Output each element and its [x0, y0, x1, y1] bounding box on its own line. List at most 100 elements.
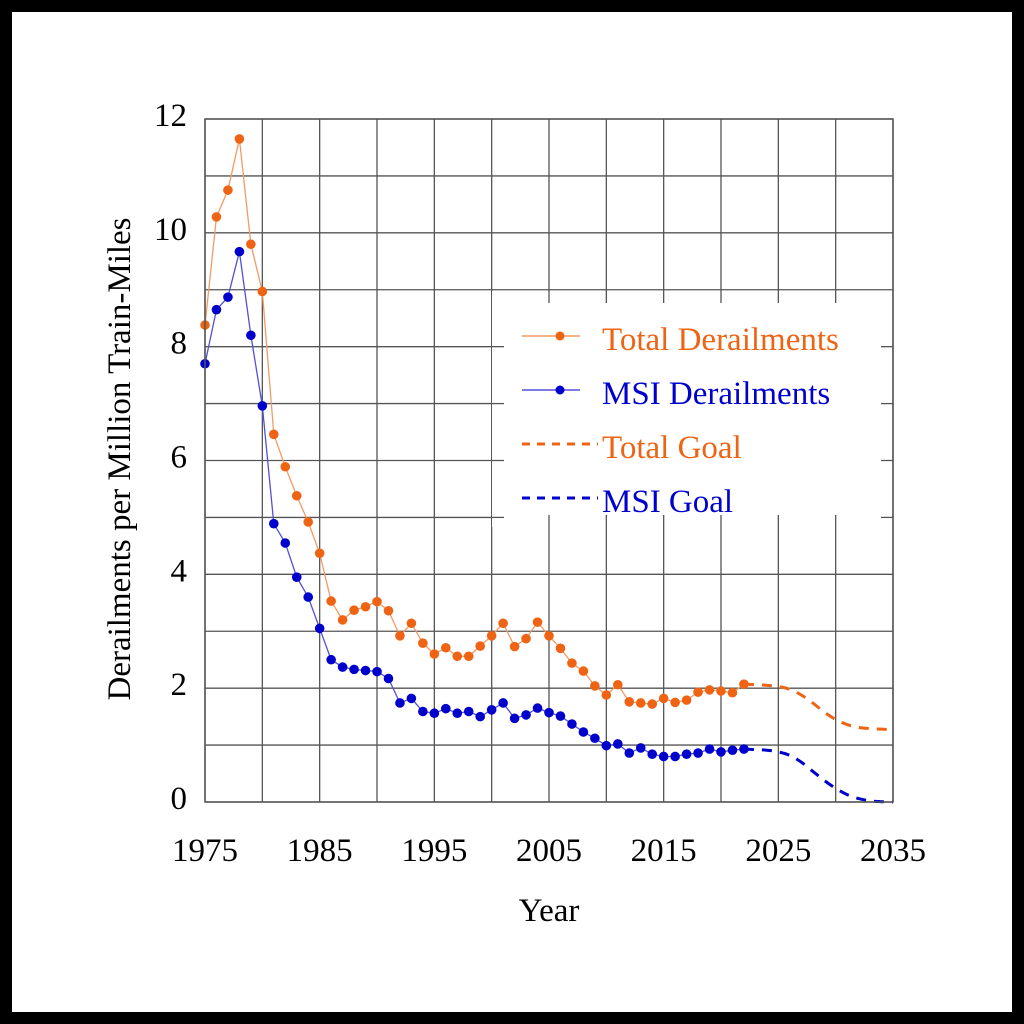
- legend-item-msi-derailments: MSI Derailments: [522, 376, 830, 412]
- data-point-total-derailments: [360, 601, 371, 612]
- data-point-msi-derailments: [291, 572, 302, 582]
- data-point-msi-derailments: [544, 707, 554, 718]
- data-point-total-derailments: [544, 631, 554, 641]
- data-point-total-derailments: [567, 658, 577, 668]
- legend-item-total-goal: Total Goal: [522, 430, 742, 466]
- y-tick-label: 4: [171, 553, 188, 589]
- data-point-total-derailments: [349, 605, 359, 615]
- data-point-msi-derailments: [463, 706, 474, 717]
- data-point-msi-derailments: [486, 704, 497, 715]
- x-tick-label: 2025: [745, 833, 811, 869]
- data-point-total-derailments: [303, 517, 314, 527]
- data-point-total-derailments: [716, 686, 726, 696]
- data-point-msi-derailments: [498, 698, 508, 708]
- series-line-total-goal: [743, 682, 894, 732]
- line-chart: Total Derailments MSI Derailments Total …: [102, 98, 926, 929]
- series-line-msi-goal: [743, 747, 894, 804]
- data-point-total-derailments: [269, 429, 279, 440]
- data-point-msi-derailments: [567, 719, 577, 729]
- data-point-total-derailments: [658, 693, 669, 704]
- x-tick-label: 2035: [860, 833, 926, 869]
- x-tick-labels: 1975 1985 1995 2005 2015 2025 2035: [172, 833, 926, 869]
- data-point-total-derailments: [704, 685, 715, 695]
- data-point-msi-derailments: [246, 330, 256, 341]
- data-point-total-derailments: [681, 695, 692, 705]
- data-point-msi-derailments: [452, 708, 463, 719]
- data-point-msi-derailments: [532, 703, 543, 713]
- data-point-msi-derailments: [372, 666, 382, 677]
- series-markers: [200, 134, 749, 762]
- y-tick-labels: 0 2 4 6 8 10 12: [154, 98, 187, 817]
- data-point-msi-derailments: [418, 706, 428, 717]
- data-point-msi-derailments: [314, 623, 325, 634]
- data-point-total-derailments: [521, 633, 531, 644]
- data-point-msi-derailments: [727, 745, 738, 756]
- data-point-msi-derailments: [590, 733, 600, 744]
- x-tick-label: 1995: [401, 833, 467, 869]
- data-point-msi-derailments: [693, 748, 703, 758]
- y-tick-label: 10: [154, 212, 187, 248]
- data-point-total-derailments: [578, 666, 589, 676]
- data-point-total-derailments: [624, 697, 635, 707]
- data-point-msi-derailments: [555, 711, 566, 721]
- x-tick-label: 2005: [516, 833, 582, 869]
- data-point-msi-derailments: [670, 751, 680, 762]
- data-point-total-derailments: [383, 605, 394, 616]
- data-point-msi-derailments: [234, 246, 245, 257]
- legend-background: [492, 291, 892, 527]
- data-point-msi-derailments: [521, 710, 531, 720]
- legend: Total Derailments MSI Derailments Total …: [492, 291, 893, 527]
- data-point-msi-derailments: [475, 711, 486, 722]
- data-point-msi-derailments: [223, 292, 233, 302]
- data-point-total-derailments: [223, 185, 233, 195]
- data-point-total-derailments: [693, 687, 703, 697]
- data-point-msi-derailments: [441, 703, 451, 714]
- data-point-total-derailments: [739, 679, 749, 689]
- data-point-total-derailments: [429, 649, 440, 659]
- data-point-msi-derailments: [739, 744, 749, 754]
- x-tick-label: 1975: [172, 833, 238, 869]
- data-point-msi-derailments: [613, 739, 623, 749]
- data-point-msi-derailments: [269, 518, 279, 529]
- data-point-total-derailments: [670, 697, 680, 708]
- data-point-msi-derailments: [406, 693, 417, 704]
- legend-marker-msi-derailments: [555, 385, 565, 395]
- legend-item-msi-goal: MSI Goal: [522, 484, 733, 520]
- y-tick-label: 12: [154, 98, 187, 134]
- data-point-total-derailments: [211, 212, 222, 222]
- data-point-total-derailments: [463, 651, 474, 662]
- data-point-msi-derailments: [349, 664, 359, 675]
- data-point-msi-derailments: [337, 662, 348, 672]
- data-point-msi-derailments: [280, 538, 291, 548]
- legend-label-total-goal: Total Goal: [602, 430, 742, 466]
- legend-marker-total-derailments: [555, 331, 565, 341]
- data-point-msi-derailments: [211, 304, 222, 315]
- legend-grid-ticks: [492, 291, 893, 527]
- chart-frame: Total Derailments MSI Derailments Total …: [12, 12, 1012, 1012]
- y-axis-label: Derailments per Million Train-Miles: [102, 217, 138, 700]
- y-tick-label: 8: [171, 326, 188, 362]
- y-tick-label: 2: [171, 667, 188, 703]
- data-point-msi-derailments: [326, 654, 336, 665]
- data-point-total-derailments: [647, 699, 657, 709]
- data-point-total-derailments: [441, 642, 451, 653]
- data-point-msi-derailments: [716, 747, 726, 757]
- data-point-total-derailments: [406, 618, 417, 629]
- data-point-msi-derailments: [704, 744, 715, 754]
- data-point-total-derailments: [291, 490, 302, 501]
- data-point-total-derailments: [555, 643, 566, 654]
- data-point-msi-derailments: [303, 592, 314, 602]
- data-point-total-derailments: [486, 631, 497, 641]
- y-tick-label: 0: [171, 781, 188, 817]
- data-point-total-derailments: [280, 461, 291, 472]
- x-tick-label: 1985: [287, 833, 353, 869]
- y-tick-label: 6: [171, 440, 188, 476]
- legend-item-total-derailments: Total Derailments: [522, 322, 839, 358]
- data-point-msi-derailments: [383, 673, 394, 684]
- data-point-total-derailments: [326, 596, 336, 606]
- data-point-msi-derailments: [635, 743, 646, 753]
- data-point-msi-derailments: [578, 727, 589, 737]
- data-point-total-derailments: [452, 651, 463, 662]
- data-point-total-derailments: [246, 239, 256, 250]
- data-point-total-derailments: [509, 641, 520, 652]
